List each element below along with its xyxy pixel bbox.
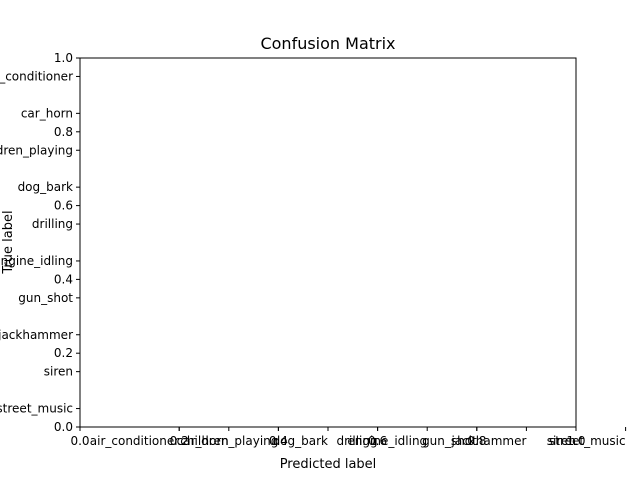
x-tick-label: 1.0 bbox=[566, 434, 585, 448]
x-tick-label: 0.2 bbox=[170, 434, 189, 448]
y-tick-label: 0.4 bbox=[54, 272, 73, 286]
y-class-tick-label: dog_bark bbox=[18, 180, 73, 194]
x-class-tick-label: siren bbox=[547, 434, 576, 448]
y-class-tick-label: gun_shot bbox=[18, 291, 73, 305]
x-class-tick-label: drilling bbox=[336, 434, 377, 448]
y-tick-label: 0.8 bbox=[54, 125, 73, 139]
x-class-tick-label: gun_shot bbox=[422, 434, 477, 448]
x-tick-label: 0.6 bbox=[368, 434, 387, 448]
x-class-tick-label: air_conditioner bbox=[90, 434, 179, 448]
x-class-tick-label: engine_idling bbox=[347, 434, 427, 448]
x-tick-label: 0.0 bbox=[70, 434, 89, 448]
x-tick-label: 0.4 bbox=[269, 434, 288, 448]
y-axis-label: True label bbox=[1, 210, 16, 274]
y-class-tick-label: street_music bbox=[0, 402, 73, 416]
y-tick-label: 0.2 bbox=[54, 346, 73, 360]
plot-area-frame bbox=[79, 57, 577, 428]
y-tick-label: 0.6 bbox=[54, 199, 73, 213]
y-class-tick-label: engine_idling bbox=[0, 254, 73, 268]
x-class-tick-label: dog_bark bbox=[273, 434, 328, 448]
x-class-tick-label: car_horn bbox=[177, 434, 229, 448]
y-class-tick-label: children_playing bbox=[0, 143, 73, 157]
y-class-tick-label: air_conditioner bbox=[0, 69, 73, 83]
x-class-tick-label: street_music bbox=[549, 434, 626, 448]
plot-layer: 0.0 0.2 0.4 0.6 0.8 1.0air_conditionercar_hor… bbox=[0, 51, 627, 448]
y-tick-label: 0.0 bbox=[54, 420, 73, 434]
x-class-tick-label: jackhammer bbox=[451, 434, 527, 448]
y-class-tick-label: drilling bbox=[32, 217, 73, 231]
x-axis-label: Predicted label bbox=[280, 457, 377, 472]
y-class-tick-label: jackhammer bbox=[0, 328, 73, 342]
y-class-tick-label: car_horn bbox=[21, 106, 73, 120]
chart-title: Confusion Matrix bbox=[260, 34, 395, 53]
x-tick-label: 0.8 bbox=[467, 434, 486, 448]
y-class-tick-label: siren bbox=[44, 365, 73, 379]
y-tick-label: 1.0 bbox=[54, 51, 73, 65]
x-class-tick-label: children_playing bbox=[180, 434, 278, 448]
